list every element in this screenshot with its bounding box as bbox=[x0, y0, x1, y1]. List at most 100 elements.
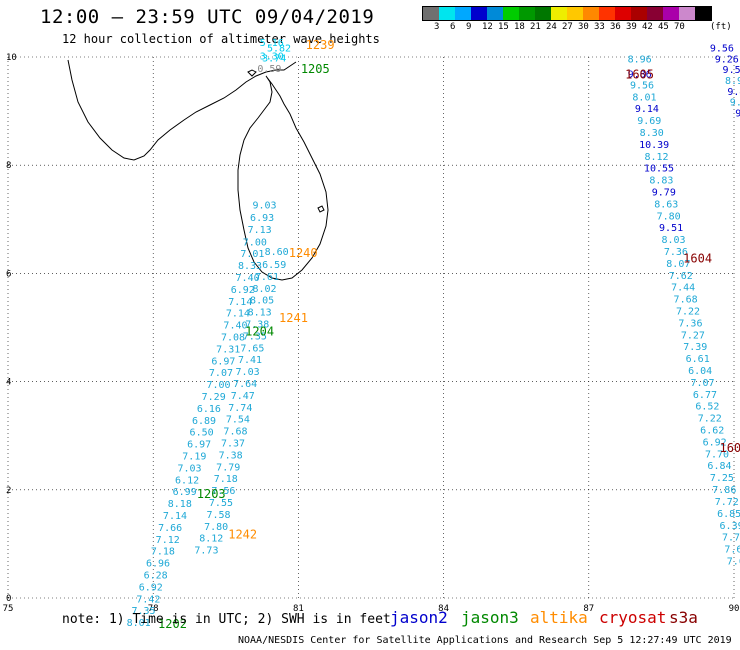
altimeter-tracks: 9.036.937.137.007.018.337.406.927.147.14… bbox=[127, 38, 740, 629]
pass-time-labels: 1239 1205 1240 1241 1204 1203 1242 1202 1605 1604… bbox=[158, 38, 740, 631]
pass-time-label: 1202 bbox=[158, 617, 187, 631]
wave-height-value: 6.97 bbox=[211, 356, 235, 367]
credit-line: NOAA/NESDIS Center for Satellite Applica… bbox=[238, 635, 732, 646]
wave-height-value: 9.5 bbox=[723, 65, 740, 76]
wave-height-value: 8.9 bbox=[725, 76, 740, 87]
wave-height-value: 10.55 bbox=[644, 164, 674, 175]
wave-height-value: 7.35 bbox=[243, 331, 267, 342]
wave-height-value: 7.66 bbox=[158, 523, 182, 534]
wave-height-value: 6.89 bbox=[192, 416, 216, 427]
latitude-tick-label: 10 bbox=[6, 53, 17, 63]
color-swatch bbox=[615, 7, 631, 20]
footer-note: note: 1) Time is in UTC; 2) SWH is in fe… bbox=[62, 612, 391, 627]
wave-height-value: 7.12 bbox=[156, 535, 180, 546]
wave-height-value: 6.62 bbox=[700, 426, 724, 437]
color-scale-label: 30 bbox=[578, 22, 589, 32]
wave-height-value: 7.68 bbox=[223, 427, 247, 438]
wave-height-value: 6.96 bbox=[146, 559, 170, 570]
wave-height-value: 8.13 bbox=[248, 308, 272, 319]
wave-height-value: 7.00 bbox=[206, 380, 230, 391]
wave-height-value: 7.64 bbox=[233, 379, 257, 390]
wave-height-value: 3.74 bbox=[262, 53, 286, 64]
wave-height-value: 9.56 bbox=[710, 44, 734, 55]
color-scale-label: 33 bbox=[594, 22, 605, 32]
axis-ticks: 75 78 81 84 87 90 0 2 4 6 8 10 bbox=[3, 53, 740, 614]
latitude-tick-label: 0 bbox=[6, 594, 11, 604]
color-scale-label: 21 bbox=[530, 22, 541, 32]
color-swatch bbox=[551, 7, 567, 20]
map-subtitle: 12 hour collection of altimeter wave hei… bbox=[62, 32, 380, 46]
wave-height-value: 7.56 bbox=[211, 486, 235, 497]
color-swatch bbox=[535, 7, 551, 20]
wave-height-value: 7.27 bbox=[681, 330, 705, 341]
wave-height-value: 7.31 bbox=[216, 344, 240, 355]
wave-height-value: 6.97 bbox=[187, 440, 211, 451]
wave-height-value: 6.77 bbox=[693, 390, 717, 401]
longitude-tick-label: 75 bbox=[3, 604, 14, 614]
wave-height-value: 6.52 bbox=[695, 402, 719, 413]
color-scale-label: 27 bbox=[562, 22, 573, 32]
longitude-tick-label: 87 bbox=[583, 604, 594, 614]
longitude-tick-label: 90 bbox=[729, 604, 740, 614]
color-scale-unit: (ft) bbox=[710, 22, 732, 32]
wave-height-value: 7.36 bbox=[664, 247, 688, 258]
wave-height-value: 8.02 bbox=[252, 284, 276, 295]
wave-height-value: 8.30 bbox=[640, 128, 664, 139]
wave-height-value: 0.59 bbox=[257, 64, 281, 75]
wave-height-value: 7.01 bbox=[240, 249, 264, 260]
legend-jason3: jason3 bbox=[461, 608, 519, 627]
wave-height-value: 7.00 bbox=[243, 237, 267, 248]
wave-height-value: 7.14 bbox=[228, 297, 252, 308]
wave-height-value: 7.08 bbox=[221, 332, 245, 343]
longitude-tick-label: 84 bbox=[438, 604, 449, 614]
latitude-tick-label: 4 bbox=[6, 378, 11, 388]
pass-time-label: 1604 bbox=[683, 252, 712, 266]
wave-height-value: 7.22 bbox=[698, 414, 722, 425]
wave-height-value: 7.70 bbox=[705, 449, 729, 460]
wave-height-value: 7.41 bbox=[238, 355, 262, 366]
color-swatch bbox=[695, 7, 711, 20]
wave-height-value: 7.73 bbox=[194, 546, 218, 557]
wave-height-value: 8.83 bbox=[649, 176, 673, 187]
wave-height-value: 6.85 bbox=[717, 509, 740, 520]
wave-height-value: 7.80 bbox=[204, 522, 228, 533]
wave-height-value: 6.28 bbox=[144, 571, 168, 582]
wave-height-value: 7.22 bbox=[676, 307, 700, 318]
wave-height-value: 6.16 bbox=[197, 404, 221, 415]
color-swatch bbox=[679, 7, 695, 20]
wave-height-value: 6.04 bbox=[688, 366, 712, 377]
wave-height-value: 6.99 bbox=[173, 487, 197, 498]
wave-height-value: 8.63 bbox=[654, 199, 678, 210]
wave-height-value: 7.38 bbox=[245, 320, 269, 331]
wave-height-value: 7.67 bbox=[724, 545, 740, 556]
sri-lanka-coastline bbox=[237, 75, 329, 281]
pass-time-label: 1242 bbox=[228, 527, 257, 541]
legend-cryosat: cryosat bbox=[599, 608, 667, 627]
wave-height-value: 9.86 bbox=[628, 70, 652, 81]
latitude-tick-label: 2 bbox=[6, 486, 11, 496]
pass-time-label: 1240 bbox=[289, 246, 318, 260]
longitude-tick-label: 81 bbox=[293, 604, 304, 614]
wave-height-value: 7.79 bbox=[216, 462, 240, 473]
color-scale-label: 18 bbox=[514, 22, 525, 32]
wave-height-value: 7.39 bbox=[683, 342, 707, 353]
color-scale-label: 15 bbox=[498, 22, 509, 32]
wave-height-value: 7.40 bbox=[223, 321, 247, 332]
wave-height-value: 8.12 bbox=[645, 152, 669, 163]
wave-height-value: 9.8 bbox=[730, 98, 740, 109]
color-swatch bbox=[471, 7, 487, 20]
wave-height-value: 9.69 bbox=[637, 116, 661, 127]
color-swatch bbox=[647, 7, 663, 20]
pass-time-label: 1239 bbox=[306, 38, 335, 52]
wave-height-value: 7.86 bbox=[712, 485, 736, 496]
color-scale-label: 24 bbox=[546, 22, 557, 32]
wave-height-value: 7.65 bbox=[240, 343, 264, 354]
wave-height-value: 9.14 bbox=[635, 104, 659, 115]
color-scale-label: 70 bbox=[674, 22, 685, 32]
wave-height-value: 6.12 bbox=[175, 475, 199, 486]
wave-height-value: 7.14 bbox=[226, 309, 250, 320]
color-swatch bbox=[567, 7, 583, 20]
color-swatch bbox=[503, 7, 519, 20]
pass-time-label: 160 bbox=[719, 441, 740, 455]
